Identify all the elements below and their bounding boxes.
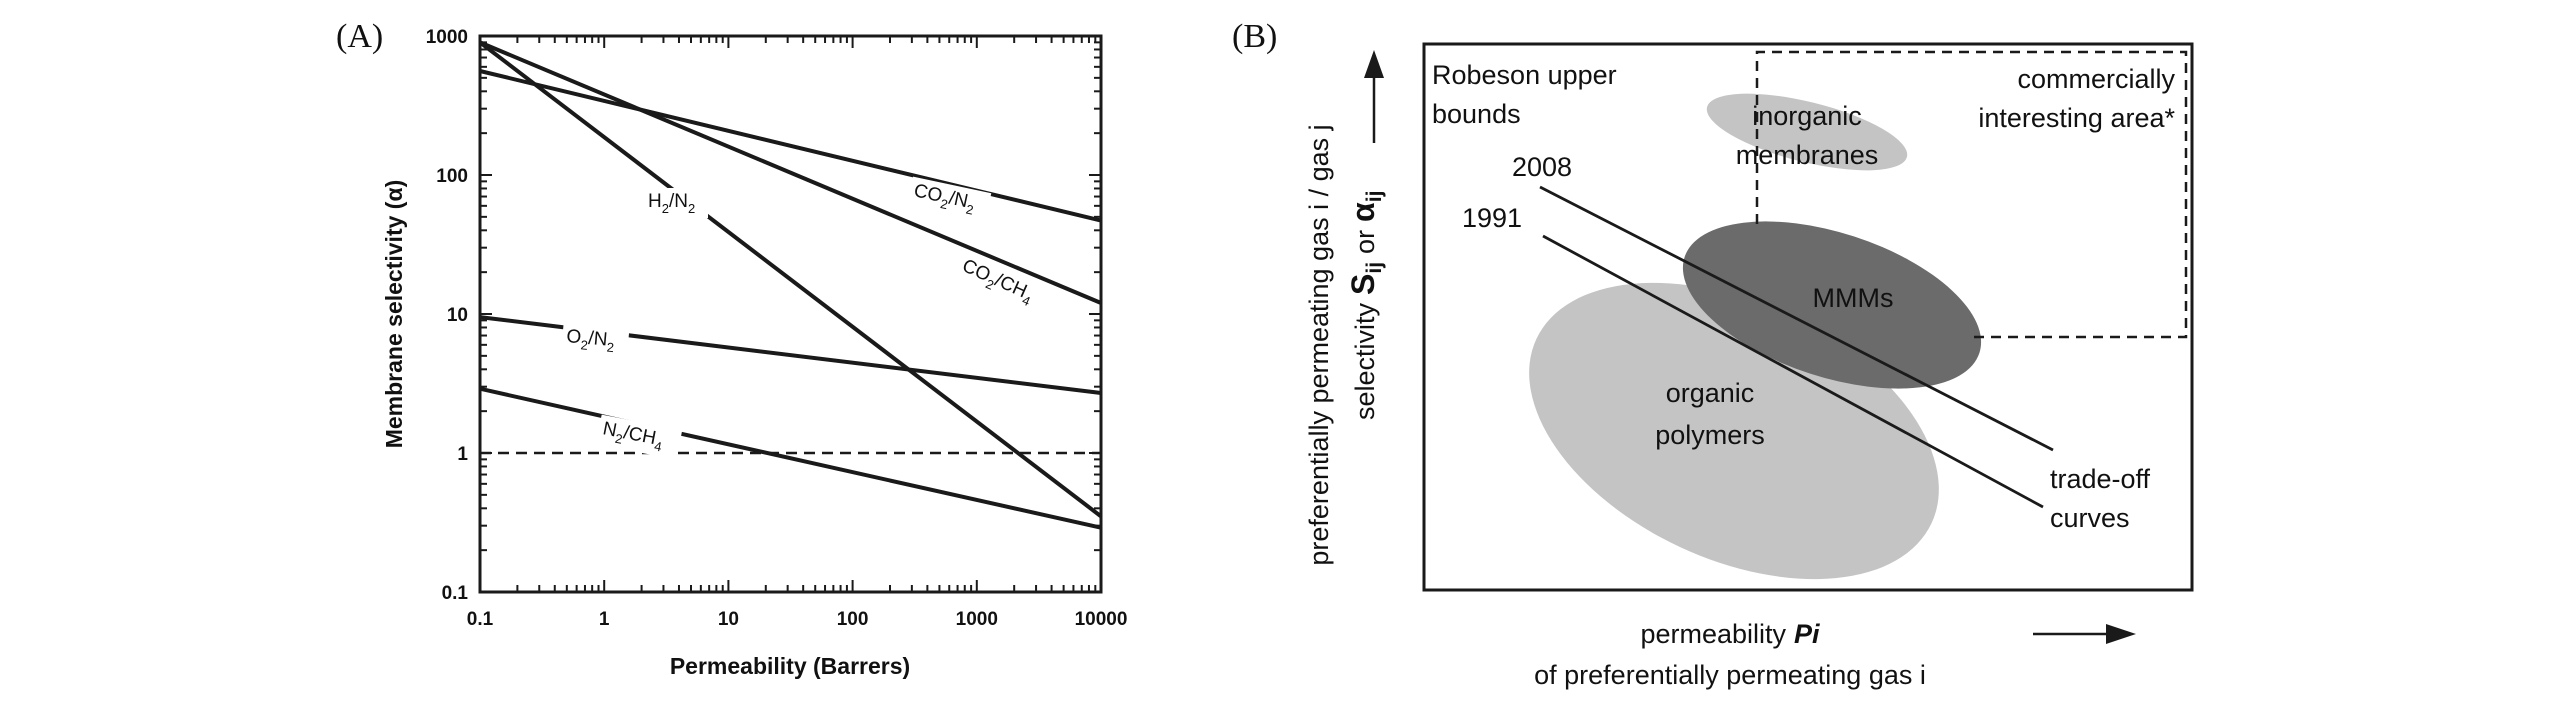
region-label-inorganic: inorganic xyxy=(1752,101,1862,131)
b-y-label-line2: selectivitySijorαij xyxy=(1345,191,1386,420)
series-line-co2-ch4 xyxy=(479,40,1102,305)
svg-text:selectivitySijorαij: selectivitySijorαij xyxy=(1345,191,1386,420)
bound-label-2008: 2008 xyxy=(1512,152,1572,182)
bound-line-2008 xyxy=(1539,185,2054,452)
y-tick-label: 0.1 xyxy=(442,583,469,604)
commercially-interesting-area xyxy=(1755,50,2188,339)
robeson-label-line1: Robeson upper xyxy=(1432,60,1617,90)
y-tick-label: 10 xyxy=(447,305,468,326)
b-x-label-line2: of preferentially permeating gas i xyxy=(1534,660,1926,690)
x-tick-label: 10000 xyxy=(1075,609,1128,630)
panel-b-label: (B) xyxy=(1232,18,1277,55)
tradeoff-label-line2: curves xyxy=(2050,503,2130,533)
series-label-co2-n2: CO2/N2 xyxy=(906,176,992,223)
b-y-label-line1: preferentially permeating gas i / gas j xyxy=(1304,124,1334,565)
region-label-membranes: membranes xyxy=(1736,140,1879,170)
x-tick-label: 0.1 xyxy=(467,609,494,630)
b-x-arrow-icon xyxy=(2033,624,2136,644)
svg-text:N2/CH4: N2/CH4 xyxy=(600,418,665,454)
panel-b-frame xyxy=(1422,42,2194,592)
panel-a-ticks xyxy=(479,35,1102,593)
region-mmms xyxy=(1682,221,1982,389)
x-tick-label: 1000 xyxy=(956,609,998,630)
bound-line-1991 xyxy=(1542,234,2044,509)
x-tick-label: 100 xyxy=(837,609,869,630)
x-tick-label: 1 xyxy=(599,609,610,630)
series-label-h2-n2: H2/N2 xyxy=(644,188,708,218)
y-tick-label: 100 xyxy=(436,166,468,187)
bound-label-1991: 1991 xyxy=(1462,203,1522,233)
y-tick-label: 1000 xyxy=(426,27,468,48)
panel-a-label: (A) xyxy=(336,18,383,55)
tradeoff-label-line1: trade-off xyxy=(2050,464,2151,494)
robeson-label-line2: bounds xyxy=(1432,99,1521,129)
x-axis-title: Permeability (Barrers) xyxy=(670,653,910,679)
b-x-label-line1: permeability Pi xyxy=(1640,619,1820,649)
panel-a: (A) 0.1 1 10 100 1000 10000 0.1 1 10 100… xyxy=(336,18,1127,679)
svg-text:H2/N2: H2/N2 xyxy=(648,191,695,216)
svg-text:O2/N2: O2/N2 xyxy=(565,326,615,355)
region-label-organic: organic xyxy=(1666,378,1755,408)
panel-b: (B) Robeson upper bounds 2008 1991 inorg… xyxy=(1232,18,2194,690)
region-label-mmms: MMMs xyxy=(1813,283,1894,313)
series-label-n2-ch4: N2/CH4 xyxy=(595,414,683,460)
series-line-co2-n2 xyxy=(479,69,1102,223)
svg-text:CO2/N2: CO2/N2 xyxy=(911,180,977,217)
commercial-label-line1: commercially xyxy=(2017,64,2175,94)
series-label-o2-n2: O2/N2 xyxy=(561,322,630,359)
y-tick-label: 1 xyxy=(457,444,468,465)
series-line-h2-n2 xyxy=(478,40,1103,518)
series-line-n2-ch4 xyxy=(479,386,1102,530)
x-tick-label: 10 xyxy=(718,609,739,630)
series-label-co2-ch4: CO2/CH4 xyxy=(952,251,1053,318)
y-axis-title: Membrane selectivity (α) xyxy=(381,180,407,449)
region-label-polymers: polymers xyxy=(1655,420,1765,450)
svg-text:preferentially permeating gas: preferentially permeating gas i / gas j xyxy=(1304,124,1334,565)
commercial-label-line2: interesting area* xyxy=(1978,103,2175,133)
b-y-arrow-icon xyxy=(1364,50,1384,143)
